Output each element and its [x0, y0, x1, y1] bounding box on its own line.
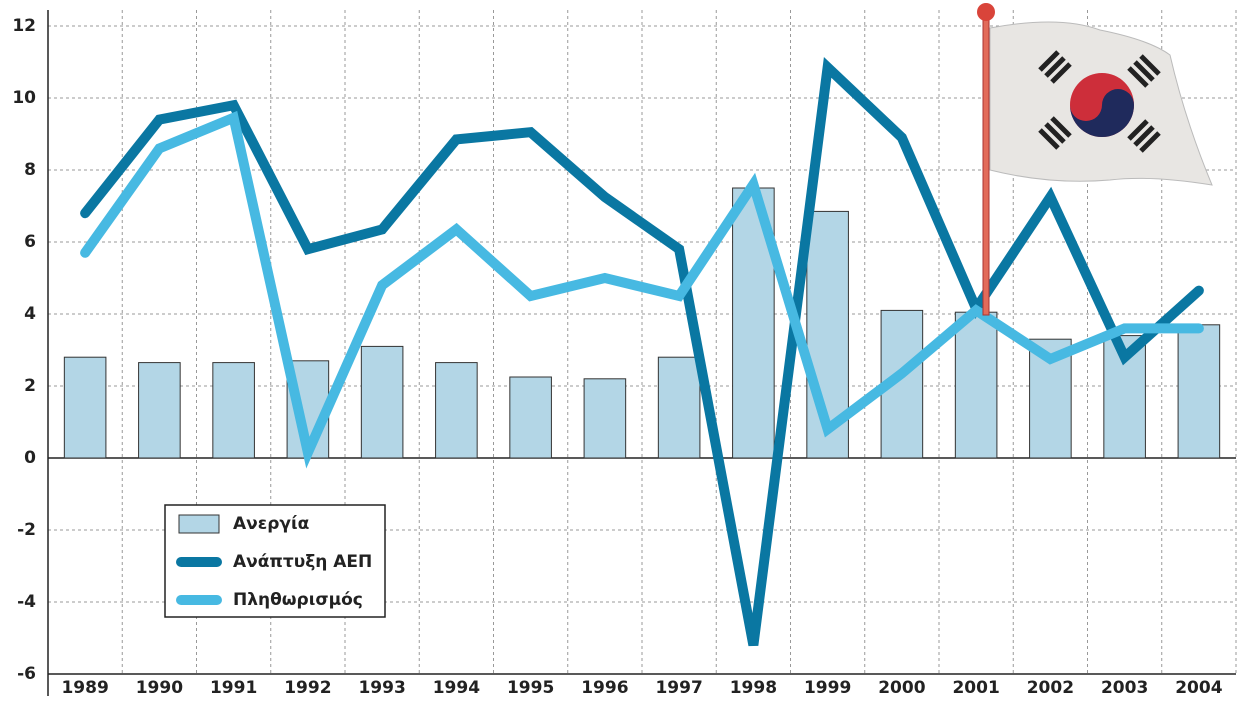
bar: [361, 346, 403, 458]
legend-label: Ανεργία: [233, 514, 309, 534]
x-tick-label: 2000: [878, 678, 925, 698]
x-tick-label: 1992: [284, 678, 331, 698]
x-tick-label: 2004: [1175, 678, 1222, 698]
y-tick-label: 12: [12, 16, 36, 36]
y-tick-label: 0: [24, 448, 36, 468]
legend-swatch: [179, 515, 219, 533]
legend: Ανεργία Ανάπτυξη ΑΕΠ Πληθωρισμός: [165, 505, 385, 617]
bar: [139, 363, 181, 458]
y-tick-label: 4: [24, 304, 36, 324]
flag: [977, 3, 1212, 315]
x-tick-label: 1993: [358, 678, 405, 698]
x-tick-label: 2003: [1101, 678, 1148, 698]
y-tick-label: 6: [24, 232, 36, 252]
y-tick-label: 8: [24, 160, 36, 180]
bar: [213, 363, 255, 458]
y-tick-label: -6: [17, 664, 36, 684]
x-tick-label: 1999: [804, 678, 851, 698]
bar: [510, 377, 552, 458]
x-tick-label: 2002: [1027, 678, 1074, 698]
bar: [658, 357, 700, 458]
x-tick-label: 1989: [61, 678, 108, 698]
legend-label: Ανάπτυξη ΑΕΠ: [233, 552, 372, 572]
bar: [955, 312, 997, 458]
bar: [436, 363, 478, 458]
y-tick-label: 10: [12, 88, 36, 108]
legend-label: Πληθωρισμός: [233, 590, 363, 610]
x-tick-label: 1995: [507, 678, 554, 698]
x-tick-label: 1991: [210, 678, 257, 698]
bar: [584, 379, 626, 458]
y-tick-label: -2: [17, 520, 36, 540]
x-tick-label: 1990: [136, 678, 183, 698]
bar: [64, 357, 106, 458]
chart: -6 -4 -2 0 2 4 6 8 10 12 1989 1990 1991 1992 1993 1994 1…: [0, 0, 1238, 708]
y-tick-label: -4: [17, 592, 36, 612]
y-tick-label: 2: [24, 376, 36, 396]
x-tick-label: 1998: [730, 678, 777, 698]
x-tick-label: 2001: [952, 678, 999, 698]
x-tick-label: 1996: [581, 678, 628, 698]
bar: [1178, 325, 1220, 458]
x-tick-label: 1994: [433, 678, 480, 698]
x-tick-label: 1997: [655, 678, 702, 698]
